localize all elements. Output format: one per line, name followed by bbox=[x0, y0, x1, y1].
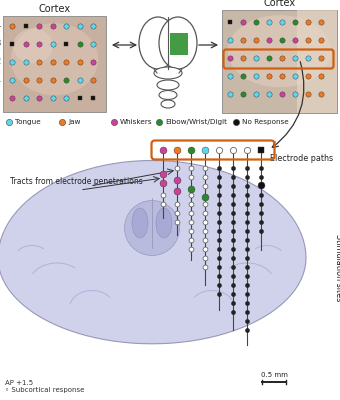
Text: Electrode paths: Electrode paths bbox=[270, 154, 333, 163]
Ellipse shape bbox=[154, 67, 182, 79]
Ellipse shape bbox=[13, 28, 53, 64]
Bar bbox=[170, 33, 188, 55]
Text: +3: +3 bbox=[0, 40, 1, 48]
Text: 0.5 mm: 0.5 mm bbox=[260, 372, 287, 378]
Text: AP +1.5: AP +1.5 bbox=[5, 380, 33, 386]
Text: Stimulation sites: Stimulation sites bbox=[334, 234, 340, 302]
Text: Elbow/Wrist/Digit: Elbow/Wrist/Digit bbox=[165, 119, 227, 125]
Text: +4: +4 bbox=[0, 22, 1, 30]
Ellipse shape bbox=[157, 80, 179, 90]
Ellipse shape bbox=[159, 17, 197, 69]
Polygon shape bbox=[0, 160, 306, 344]
Text: ◦ Subcortical response: ◦ Subcortical response bbox=[5, 387, 84, 393]
Ellipse shape bbox=[228, 15, 331, 87]
Bar bbox=[297, 10, 337, 113]
Text: Jaw: Jaw bbox=[68, 119, 80, 125]
Text: No Response: No Response bbox=[242, 119, 289, 125]
Ellipse shape bbox=[161, 100, 175, 108]
Text: Right
Cortex: Right Cortex bbox=[264, 0, 295, 8]
Bar bbox=[222, 10, 337, 113]
Text: Left
Cortex: Left Cortex bbox=[38, 0, 71, 14]
Text: Tongue: Tongue bbox=[15, 119, 41, 125]
Ellipse shape bbox=[159, 90, 177, 100]
Ellipse shape bbox=[124, 200, 180, 256]
Text: +2: +2 bbox=[0, 58, 1, 66]
Ellipse shape bbox=[132, 208, 148, 238]
Text: AP: AP bbox=[0, 94, 1, 102]
Text: Tracts from electrode penetrations: Tracts from electrode penetrations bbox=[10, 178, 143, 186]
Text: Whiskers: Whiskers bbox=[120, 119, 153, 125]
Text: +1: +1 bbox=[0, 76, 1, 84]
Ellipse shape bbox=[139, 17, 177, 69]
Ellipse shape bbox=[11, 23, 98, 95]
Bar bbox=[3, 16, 106, 112]
Ellipse shape bbox=[156, 208, 172, 238]
